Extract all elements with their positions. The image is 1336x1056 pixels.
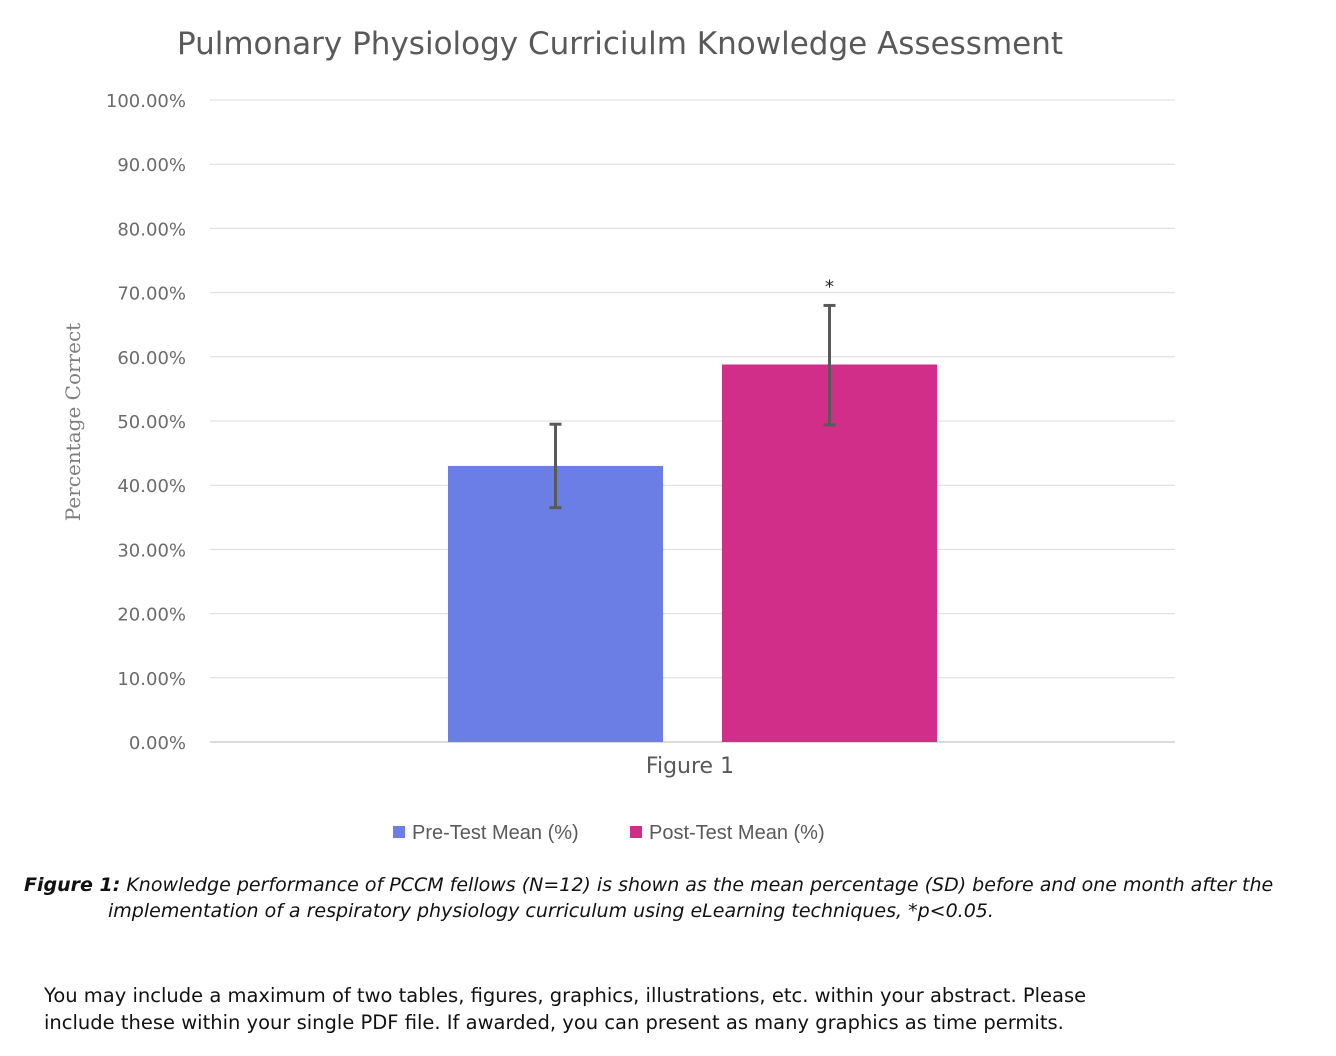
y-tick-label: 40.00% — [117, 476, 186, 497]
x-axis-label: Figure 1 — [646, 754, 734, 779]
y-tick-label: 10.00% — [117, 669, 186, 690]
y-tick-label: 0.00% — [129, 733, 186, 754]
figure-caption: Figure 1: Knowledge performance of PCCM … — [24, 872, 1336, 924]
y-tick-label: 30.00% — [117, 540, 186, 561]
y-tick-label: 90.00% — [117, 155, 186, 176]
error-bars: * — [549, 276, 836, 510]
y-tick-labels: 0.00% 10.00% 20.00% 30.00% 40.00% 50.00% 60.00… — [106, 91, 186, 754]
bar-chart: Pulmonary Physiology Curriciulm Knowledg… — [61, 26, 1175, 844]
y-tick-label: 20.00% — [117, 605, 186, 626]
legend-label: Post-Test Mean (%) — [649, 822, 825, 844]
chart-title: Pulmonary Physiology Curriciulm Knowledg… — [177, 26, 1063, 62]
legend-swatch — [630, 826, 642, 838]
caption-label: Figure 1: — [24, 874, 121, 896]
bars — [448, 364, 937, 742]
instruction-note: You may include a maximum of two tables,… — [44, 982, 1304, 1036]
caption-text: Knowledge performance of PCCM fellows (N… — [108, 874, 1274, 922]
gridlines — [210, 99, 1175, 743]
y-tick-label: 100.00% — [106, 91, 186, 112]
y-tick-label: 60.00% — [117, 348, 186, 369]
legend-label: Pre-Test Mean (%) — [412, 822, 579, 844]
significance-marker: * — [825, 276, 834, 297]
legend: Pre-Test Mean (%) Post-Test Mean (%) — [393, 822, 825, 844]
y-tick-label: 80.00% — [117, 219, 186, 240]
y-tick-label: 70.00% — [117, 284, 186, 305]
y-axis-label: Percentage Correct — [61, 323, 85, 521]
y-tick-label: 50.00% — [117, 412, 186, 433]
note-line-2: include these within your single PDF fil… — [44, 1011, 1064, 1034]
bar-pre-test — [448, 465, 663, 742]
legend-swatch — [393, 826, 405, 838]
note-line-1: You may include a maximum of two tables,… — [44, 984, 1087, 1007]
bar-post-test — [722, 364, 937, 742]
